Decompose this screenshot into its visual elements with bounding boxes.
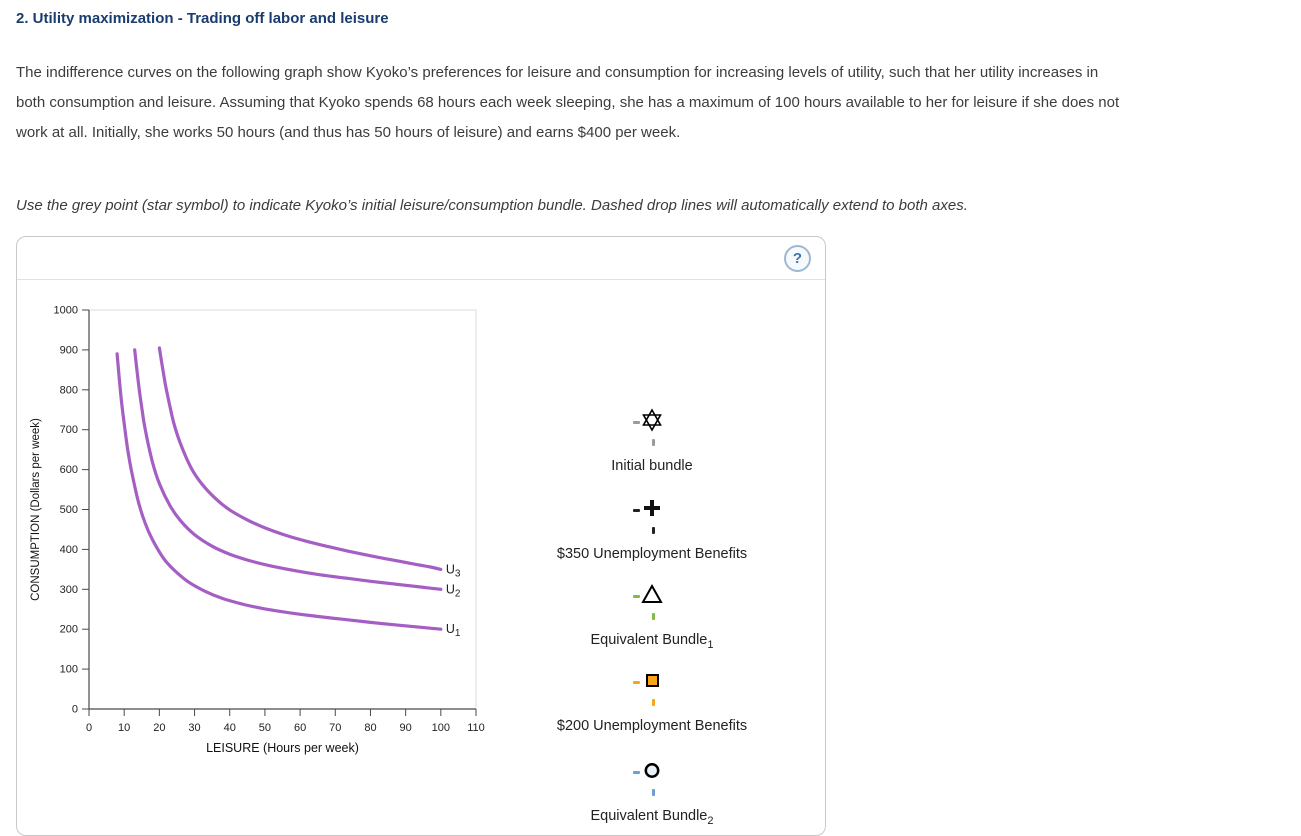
instruction-text: Use the grey point (star symbol) to indi… — [16, 197, 968, 214]
indifference-curve-U2 — [133, 348, 443, 591]
svg-text:100: 100 — [432, 722, 450, 734]
svg-text:CONSUMPTION (Dollars per week): CONSUMPTION (Dollars per week) — [30, 418, 42, 601]
drop-line-dash — [633, 595, 640, 598]
graph-toolbar: ? — [17, 237, 825, 280]
drop-line-dash — [652, 439, 655, 446]
palette-item-350-unemployment[interactable]: $350 Unemployment Benefits — [487, 493, 817, 565]
drop-line-dash — [633, 421, 640, 424]
svg-text:1000: 1000 — [54, 305, 78, 317]
question-title: 2. Utility maximization - Trading off la… — [16, 10, 389, 27]
drop-line-dash — [652, 789, 655, 796]
graph-canvas[interactable]: 0 100 200 300 400 500 600 700 800 900 1000 0 10 20 30 4… — [17, 237, 825, 793]
graph-panel: ? 0 100 200 300 400 500 600 700 800 900 1000 0 10 20 3… — [16, 236, 826, 836]
svg-text:30: 30 — [188, 722, 200, 734]
circle-icon[interactable] — [633, 758, 667, 796]
svg-text:900: 900 — [60, 344, 78, 356]
svg-text:500: 500 — [60, 504, 78, 516]
svg-text:300: 300 — [60, 584, 78, 596]
indifference-curve-U1 — [115, 352, 443, 631]
svg-text:110: 110 — [467, 722, 485, 734]
palette-item-label: Initial bundle — [611, 458, 693, 474]
svg-text:100: 100 — [60, 664, 78, 676]
svg-text:80: 80 — [364, 722, 376, 734]
plus-icon[interactable] — [633, 496, 667, 534]
point-palette: Initial bundle $350 Unemployment Benefit… — [487, 279, 817, 835]
svg-text:0: 0 — [86, 722, 92, 734]
palette-item-label: Equivalent Bundle2 — [590, 808, 714, 827]
palette-item-label: $200 Unemployment Benefits — [556, 718, 748, 734]
svg-text:600: 600 — [60, 464, 78, 476]
svg-text:40: 40 — [224, 722, 236, 734]
palette-item-equivalent-bundle-2[interactable]: Equivalent Bundle2 — [487, 755, 817, 827]
svg-text:LEISURE (Hours per week): LEISURE (Hours per week) — [206, 741, 359, 755]
svg-text:10: 10 — [118, 722, 130, 734]
svg-text:700: 700 — [60, 424, 78, 436]
svg-text:0: 0 — [72, 704, 78, 716]
palette-item-200-unemployment[interactable]: $200 Unemployment Benefits — [487, 665, 817, 737]
svg-text:70: 70 — [329, 722, 341, 734]
star-icon[interactable] — [633, 408, 667, 446]
help-button[interactable]: ? — [784, 245, 811, 272]
drop-line-dash — [652, 527, 655, 534]
drop-line-dash — [652, 613, 655, 620]
svg-text:50: 50 — [259, 722, 271, 734]
square-icon[interactable] — [633, 668, 667, 706]
palette-item-label: Equivalent Bundle1 — [590, 632, 714, 651]
palette-item-label: $350 Unemployment Benefits — [556, 546, 748, 562]
drop-line-dash — [652, 699, 655, 706]
svg-text:20: 20 — [153, 722, 165, 734]
svg-text:800: 800 — [60, 384, 78, 396]
palette-item-equivalent-bundle-1[interactable]: Equivalent Bundle1 — [487, 579, 817, 651]
svg-text:90: 90 — [400, 722, 412, 734]
svg-text:400: 400 — [60, 544, 78, 556]
palette-item-initial-bundle[interactable]: Initial bundle — [487, 405, 817, 477]
triangle-icon[interactable] — [633, 582, 667, 620]
svg-text:60: 60 — [294, 722, 306, 734]
drop-line-dash — [633, 509, 640, 512]
drop-line-dash — [633, 681, 640, 684]
drop-line-dash — [633, 771, 640, 774]
indifference-curve-U3 — [157, 346, 443, 571]
svg-text:200: 200 — [60, 624, 78, 636]
question-text: The indifference curves on the following… — [16, 64, 1120, 141]
